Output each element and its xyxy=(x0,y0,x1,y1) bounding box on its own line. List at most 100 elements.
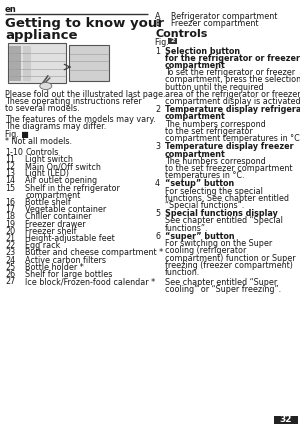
Text: “super” button: “super” button xyxy=(165,232,235,241)
Bar xyxy=(9,46,21,81)
Text: 5: 5 xyxy=(155,209,160,218)
Text: 17: 17 xyxy=(5,205,15,214)
Text: See chapter entitled “Super: See chapter entitled “Super xyxy=(165,278,277,287)
Text: button until the required: button until the required xyxy=(165,83,264,92)
Text: The diagrams may differ.: The diagrams may differ. xyxy=(5,122,106,131)
Text: Ice block/Frozen-food calendar *: Ice block/Frozen-food calendar * xyxy=(25,277,155,286)
Text: Temperature display refrigerator: Temperature display refrigerator xyxy=(165,105,300,114)
Text: Temperature display freezer: Temperature display freezer xyxy=(165,142,294,151)
Text: Light (LED): Light (LED) xyxy=(25,169,69,178)
Text: For selecting the special: For selecting the special xyxy=(165,187,263,196)
Text: Butter and cheese compartment *: Butter and cheese compartment * xyxy=(25,248,163,257)
Text: to the set refrigerator: to the set refrigerator xyxy=(165,127,253,136)
Text: functions. See chapter entitled: functions. See chapter entitled xyxy=(165,194,289,203)
Text: See chapter entitled “Special: See chapter entitled “Special xyxy=(165,216,283,225)
Text: 20: 20 xyxy=(5,227,15,236)
Text: Please fold out the illustrated last page.: Please fold out the illustrated last pag… xyxy=(5,90,166,99)
Text: 2: 2 xyxy=(155,105,160,114)
Text: 24: 24 xyxy=(5,256,15,265)
Text: Fig.: Fig. xyxy=(155,38,171,47)
Text: A: A xyxy=(155,12,160,21)
Text: 18: 18 xyxy=(5,213,15,222)
Text: Shelf in the refrigerator: Shelf in the refrigerator xyxy=(25,184,120,193)
Bar xyxy=(23,46,31,81)
Text: 3: 3 xyxy=(155,142,160,151)
Text: B: B xyxy=(155,19,160,28)
Text: 14: 14 xyxy=(5,176,15,185)
Text: compartment: compartment xyxy=(165,61,226,70)
Text: “Special functions”.: “Special functions”. xyxy=(165,201,244,210)
Text: temperatures in °C.: temperatures in °C. xyxy=(165,171,244,180)
Text: function.: function. xyxy=(165,268,200,277)
Text: 11: 11 xyxy=(5,155,15,164)
Text: compartment: compartment xyxy=(165,150,226,158)
Text: Vegetable container: Vegetable container xyxy=(25,205,106,214)
Text: Bottle shelf: Bottle shelf xyxy=(25,198,71,207)
Bar xyxy=(168,38,177,44)
Text: Controls: Controls xyxy=(25,147,58,157)
Text: Egg rack: Egg rack xyxy=(25,241,60,250)
Text: area of the refrigerator or freezer: area of the refrigerator or freezer xyxy=(165,90,300,99)
Text: “setup” button: “setup” button xyxy=(165,179,234,188)
Text: Bottle holder *: Bottle holder * xyxy=(25,263,84,272)
Text: compartment) function or Super: compartment) function or Super xyxy=(165,253,296,262)
Text: compartment, press the selection: compartment, press the selection xyxy=(165,75,300,84)
Text: 27: 27 xyxy=(5,277,15,286)
Text: 23: 23 xyxy=(5,248,15,257)
Text: 25: 25 xyxy=(5,263,15,272)
Text: Getting to know your: Getting to know your xyxy=(5,17,164,30)
Text: 13: 13 xyxy=(5,169,15,178)
Text: The features of the models may vary.: The features of the models may vary. xyxy=(5,115,156,124)
Text: Shelf for large bottles: Shelf for large bottles xyxy=(25,270,112,279)
Bar xyxy=(274,416,298,424)
Text: Freezer drawer: Freezer drawer xyxy=(25,219,85,229)
Text: Selection button: Selection button xyxy=(165,46,240,55)
Text: Fig. ■: Fig. ■ xyxy=(5,130,29,138)
Text: These operating instructions refer: These operating instructions refer xyxy=(5,97,142,106)
Text: To set the refrigerator or freezer: To set the refrigerator or freezer xyxy=(165,68,295,77)
Text: 15: 15 xyxy=(5,184,15,193)
Text: 6: 6 xyxy=(155,232,160,241)
Text: 21: 21 xyxy=(5,234,15,243)
Text: compartment: compartment xyxy=(25,191,80,200)
Text: freezing (freezer compartment): freezing (freezer compartment) xyxy=(165,261,293,270)
Text: 19: 19 xyxy=(5,219,15,229)
Text: Air outlet opening: Air outlet opening xyxy=(25,176,97,185)
Text: For switching on the Super: For switching on the Super xyxy=(165,239,272,248)
Text: compartment: compartment xyxy=(165,112,226,121)
Text: Controls: Controls xyxy=(155,29,207,39)
Text: Freezer compartment: Freezer compartment xyxy=(171,19,259,28)
Text: Special functions display: Special functions display xyxy=(165,209,278,218)
Text: 1-10: 1-10 xyxy=(5,147,23,157)
Text: 32: 32 xyxy=(280,415,292,424)
Bar xyxy=(69,45,109,81)
Text: Active carbon filters: Active carbon filters xyxy=(25,256,106,265)
Text: to the set freezer compartment: to the set freezer compartment xyxy=(165,164,292,173)
Text: 26: 26 xyxy=(5,270,15,279)
Ellipse shape xyxy=(40,83,52,89)
Text: 1: 1 xyxy=(155,46,160,55)
Text: compartment temperatures in °C.: compartment temperatures in °C. xyxy=(165,134,300,143)
Text: * Not all models.: * Not all models. xyxy=(5,137,72,146)
Text: 22: 22 xyxy=(5,241,15,250)
Text: Freezer shelf: Freezer shelf xyxy=(25,227,76,236)
Text: Height-adjustable feet: Height-adjustable feet xyxy=(25,234,115,243)
Text: to several models.: to several models. xyxy=(5,104,80,113)
Text: appliance: appliance xyxy=(5,29,77,42)
Text: Chiller container: Chiller container xyxy=(25,213,92,222)
Text: Light switch: Light switch xyxy=(25,155,73,164)
Text: cooling (refrigerator: cooling (refrigerator xyxy=(165,246,246,255)
Text: functions”.: functions”. xyxy=(165,224,208,233)
Text: en: en xyxy=(5,5,17,14)
Text: compartment display is activated.: compartment display is activated. xyxy=(165,97,300,106)
Text: 16: 16 xyxy=(5,198,15,207)
Text: Main On/Off switch: Main On/Off switch xyxy=(25,162,101,171)
Text: 4: 4 xyxy=(155,179,160,188)
Text: 2: 2 xyxy=(170,38,175,43)
Text: The numbers correspond: The numbers correspond xyxy=(165,157,266,166)
Bar xyxy=(8,43,66,83)
Text: for the refrigerator or freezer: for the refrigerator or freezer xyxy=(165,54,300,63)
Text: The numbers correspond: The numbers correspond xyxy=(165,120,266,129)
Text: cooling” or “Super freezing”.: cooling” or “Super freezing”. xyxy=(165,285,281,294)
Text: 12: 12 xyxy=(5,162,15,171)
